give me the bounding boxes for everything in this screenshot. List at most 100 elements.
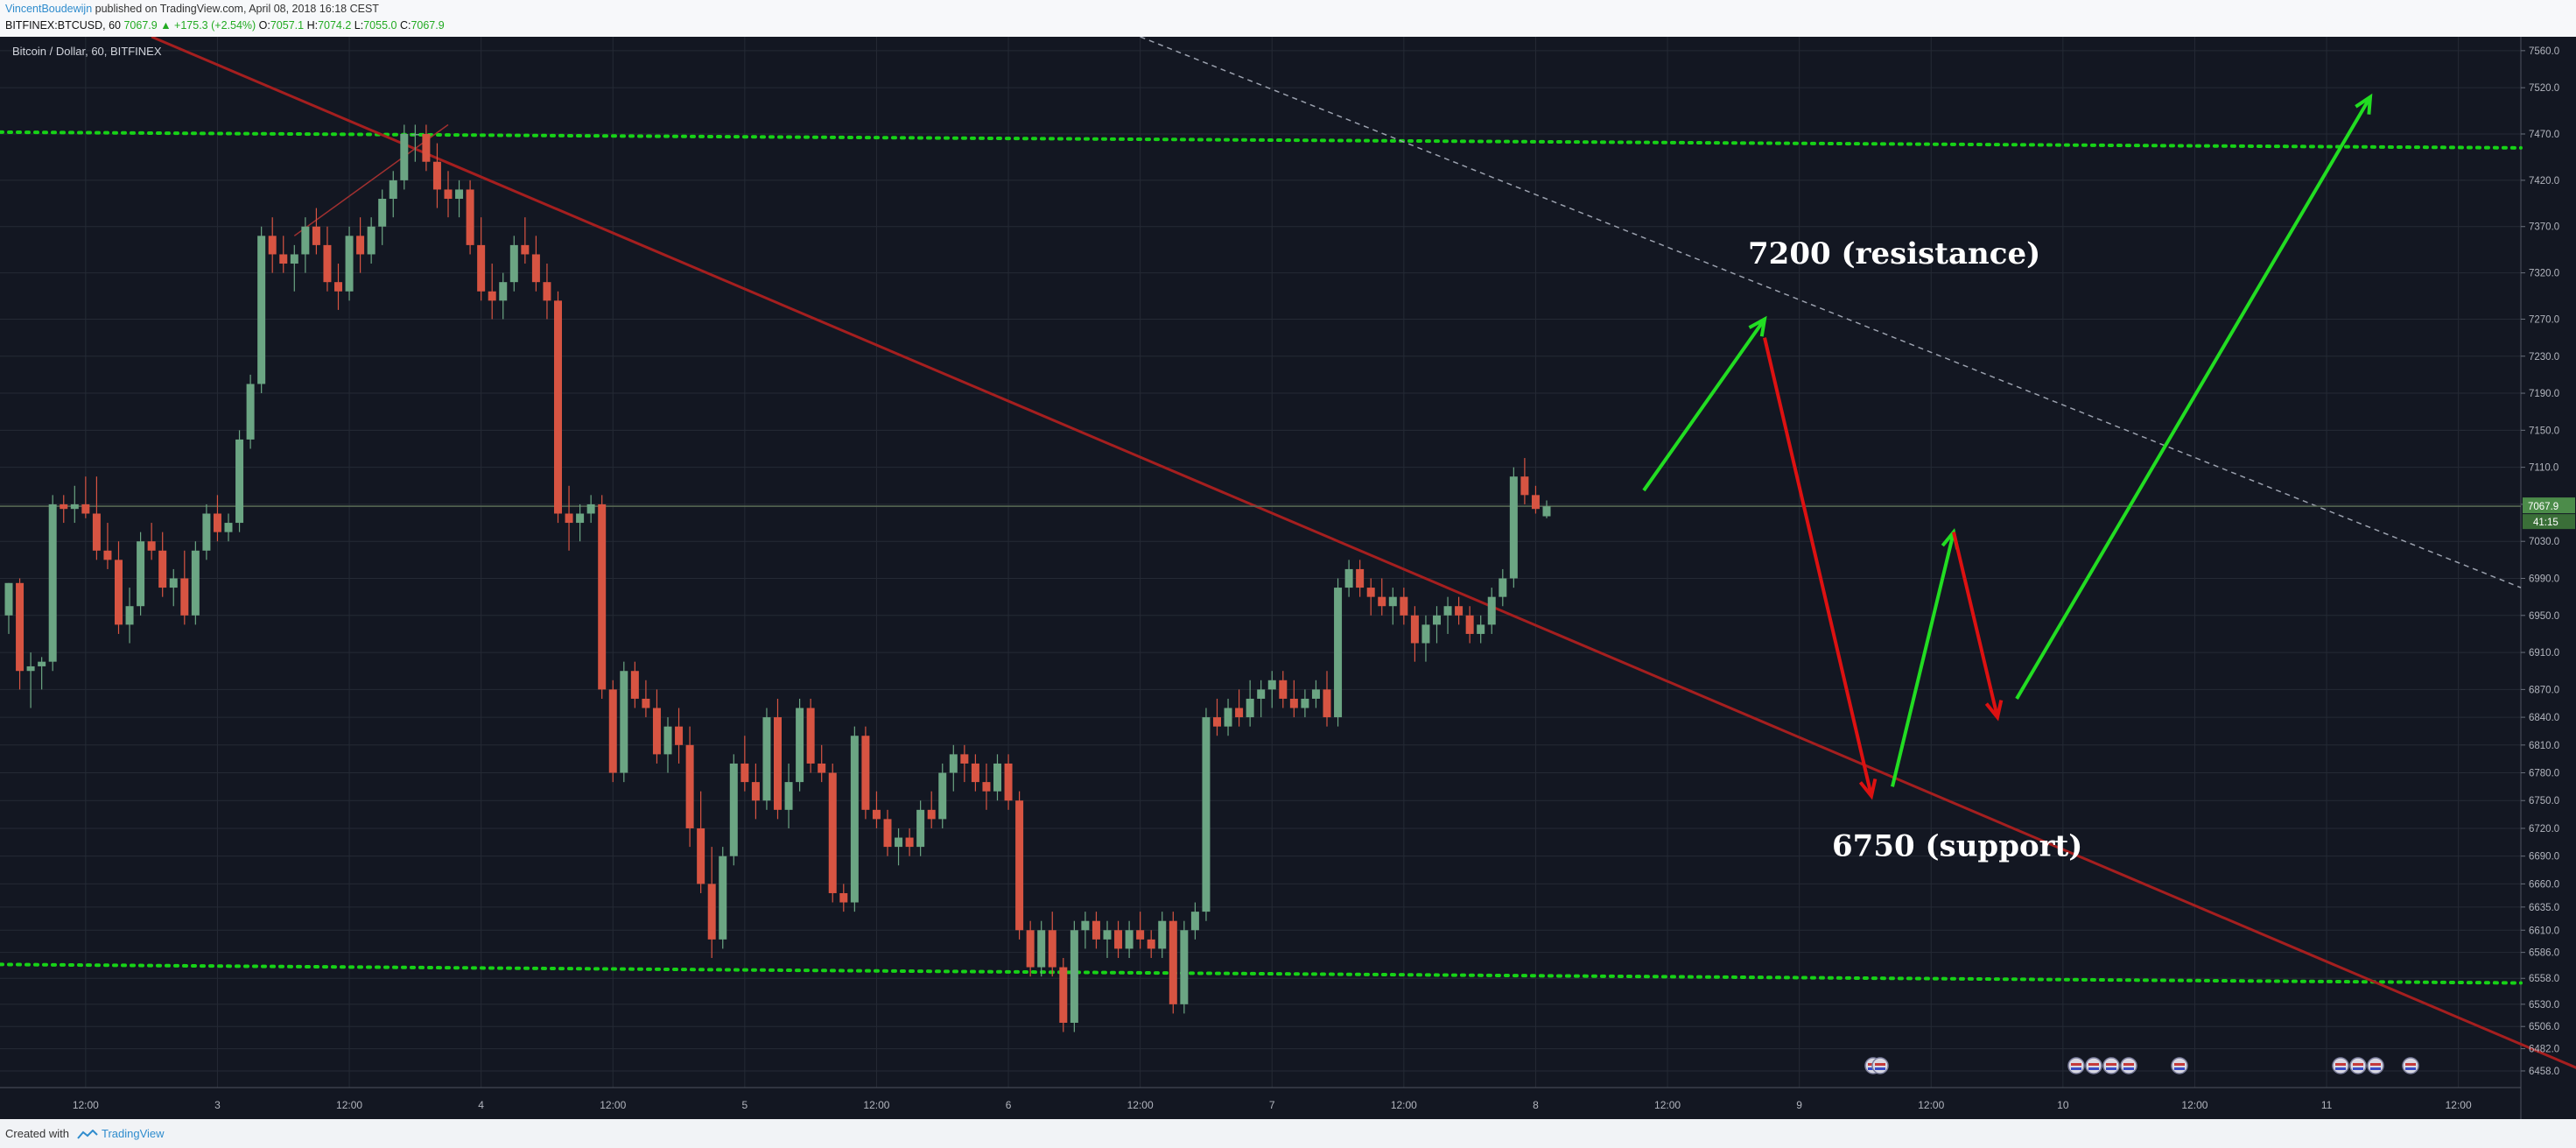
- candle-body: [1114, 930, 1123, 949]
- candle-body: [345, 236, 354, 292]
- candle-body: [1202, 717, 1211, 912]
- support-annotation: 6750 (support): [1832, 829, 2082, 864]
- time-tick-label: 12:00: [1918, 1099, 1944, 1111]
- price-chart[interactable]: 7200 (resistance) 6750 (support) Bitcoin /…: [0, 37, 2576, 1119]
- candle-body: [1520, 476, 1529, 496]
- candle-body: [1301, 698, 1309, 708]
- candle-body: [960, 754, 969, 764]
- last-price: 7067.9: [123, 19, 158, 32]
- candle-body: [81, 504, 90, 514]
- candle-body: [169, 578, 178, 588]
- candle: [509, 236, 518, 292]
- candle-body: [1026, 930, 1035, 968]
- candle: [1433, 606, 1441, 644]
- arrowhead: [1748, 315, 1767, 337]
- candle: [1125, 920, 1134, 958]
- time-tick-label: 6: [1006, 1099, 1012, 1111]
- candle: [279, 236, 288, 273]
- candle: [642, 680, 650, 718]
- candle-body: [1136, 930, 1145, 940]
- candle: [839, 884, 848, 912]
- price-tick-label: 7190.0: [2529, 389, 2559, 399]
- candle: [1378, 578, 1386, 616]
- candle: [565, 485, 573, 551]
- candle: [1289, 680, 1298, 718]
- candle-body: [642, 698, 650, 708]
- candle: [719, 847, 727, 949]
- candle: [488, 264, 496, 320]
- candle: [927, 791, 936, 828]
- time-tick-label: 12:00: [2446, 1099, 2472, 1111]
- candle: [477, 217, 486, 301]
- candle: [1323, 671, 1331, 727]
- candle: [751, 763, 760, 820]
- up-arrow-3: [2015, 93, 2373, 700]
- candle-body: [70, 504, 79, 510]
- current-price-badge: [2523, 497, 2575, 514]
- candle-body: [1081, 920, 1090, 931]
- price-tick-label: 7560.0: [2529, 46, 2559, 57]
- candle: [257, 226, 266, 394]
- candle: [367, 217, 376, 264]
- candle: [1487, 588, 1496, 634]
- candle-body: [774, 717, 782, 810]
- candle-body: [850, 736, 859, 903]
- candle: [169, 568, 178, 607]
- candle: [4, 582, 13, 634]
- candle: [1344, 560, 1353, 597]
- low-label: L:: [354, 19, 364, 32]
- published-text: published on TradingView.com, April 08, …: [95, 3, 379, 15]
- candle-body: [422, 134, 431, 162]
- candle: [60, 495, 68, 524]
- low-value: 7055.0: [363, 19, 397, 32]
- candle-body: [806, 708, 815, 764]
- candle: [1202, 708, 1211, 921]
- candle-body: [1037, 930, 1046, 968]
- time-tick-label: 12:00: [600, 1099, 626, 1111]
- forecast-arrows: [1642, 93, 2373, 800]
- price-tick-label: 6750.0: [2529, 796, 2559, 806]
- upper-dashed-trendline: [1140, 37, 2522, 588]
- candle-body: [180, 578, 189, 616]
- candle: [960, 744, 969, 783]
- symbol-label: BITFINEX:BTCUSD, 60: [5, 19, 121, 32]
- candle-body: [38, 661, 46, 666]
- open-label: O:: [258, 19, 270, 32]
- candle-body: [103, 550, 112, 560]
- candle: [663, 717, 672, 773]
- candle-body: [60, 504, 68, 510]
- candle: [1026, 920, 1035, 977]
- candle: [608, 680, 617, 783]
- candle-body: [598, 504, 607, 690]
- flag-stripe: [1875, 1067, 1885, 1070]
- candle-body: [1070, 930, 1078, 1023]
- candle-body: [1015, 800, 1024, 931]
- time-tick-label: 12:00: [1654, 1099, 1681, 1111]
- price-tick-label: 7470.0: [2529, 130, 2559, 140]
- candle-body: [729, 763, 738, 856]
- candle: [1015, 791, 1024, 940]
- tradingview-link[interactable]: TradingView: [102, 1127, 165, 1140]
- candle-body: [663, 726, 672, 755]
- arrowhead: [1858, 778, 1878, 800]
- candle: [598, 495, 607, 699]
- candle-body: [521, 244, 530, 255]
- candle: [356, 217, 365, 273]
- candle: [1356, 560, 1365, 597]
- candle-body: [741, 763, 749, 783]
- price-change: +175.3 (+2.54%): [174, 19, 256, 32]
- author-link[interactable]: VincentBoudewijn: [5, 3, 93, 15]
- candle-body: [1378, 596, 1386, 607]
- candle-body: [1224, 708, 1232, 727]
- candle-body: [1323, 689, 1331, 718]
- candle: [543, 264, 551, 320]
- candle: [883, 809, 892, 856]
- us-flag-event-icon: [2367, 1057, 2384, 1074]
- candle-body: [1344, 568, 1353, 588]
- candle-body: [477, 244, 486, 292]
- candle-body: [1410, 615, 1419, 644]
- flag-stripe: [2123, 1063, 2134, 1066]
- arrow-shaft: [1952, 532, 1999, 718]
- candle-body: [1509, 476, 1518, 579]
- arrowhead: [1984, 700, 2004, 722]
